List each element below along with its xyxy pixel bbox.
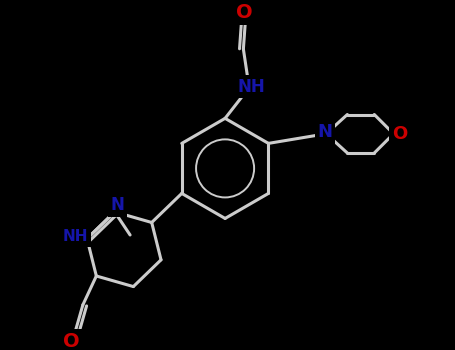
Text: O: O	[63, 332, 80, 350]
Text: O: O	[236, 3, 253, 22]
Text: O: O	[392, 125, 407, 143]
Text: NH: NH	[237, 78, 265, 96]
Text: N: N	[111, 196, 125, 214]
Text: NH: NH	[63, 229, 88, 244]
Text: N: N	[318, 123, 333, 141]
